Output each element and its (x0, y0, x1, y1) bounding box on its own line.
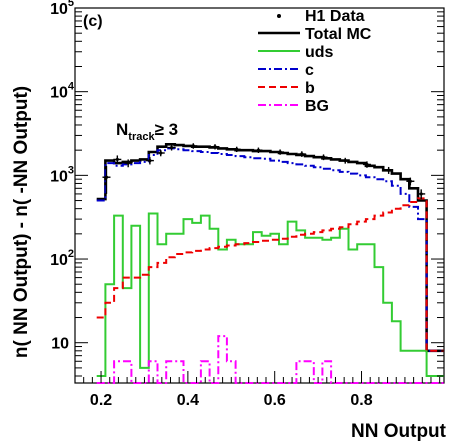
legend-entry: uds (258, 44, 334, 61)
series-bg (96, 335, 444, 384)
data-point (362, 161, 371, 168)
data-point (276, 149, 285, 155)
data-point (189, 143, 198, 149)
legend-entry: b (258, 80, 315, 97)
legend-entry: c (258, 62, 314, 79)
track-annotation: Ntrack≥ 3 (116, 120, 178, 143)
track-annotation-rel: ≥ 3 (155, 120, 179, 139)
legend-entry: BG (258, 98, 329, 115)
legend-label: b (305, 80, 315, 97)
legend-point-marker (277, 14, 281, 18)
y-tick-label: 10 (51, 336, 69, 353)
panel-label: (c) (83, 13, 103, 30)
x-tick-label: 0.6 (264, 392, 286, 409)
x-tick-label: 0.8 (350, 392, 372, 409)
legend-entry: H1 Data (277, 8, 365, 25)
data-point (102, 165, 111, 194)
legend-entry: Total MC (258, 26, 372, 43)
data-point (145, 157, 154, 165)
y-axis-title: n( NN Output) - n( -NN Output) (11, 86, 32, 358)
data-point (319, 154, 328, 161)
x-axis-title: NN Output (351, 421, 447, 442)
data-point (232, 146, 241, 153)
y-tick-label: 104 (50, 81, 75, 102)
y-tick-label: 105 (50, 0, 74, 18)
data-point (156, 149, 165, 157)
track-annotation-main: N (116, 120, 128, 139)
legend-label: uds (305, 44, 334, 61)
plot-frame (74, 7, 445, 384)
series-b (96, 197, 444, 352)
data-point (417, 189, 426, 200)
track-annotation-sub: track (128, 131, 155, 143)
data-point (254, 147, 263, 153)
legend-label: BG (305, 98, 329, 115)
legend-label: Total MC (305, 26, 372, 43)
y-tick-label: 103 (50, 164, 74, 185)
data-point (341, 157, 350, 164)
y-tick-label: 102 (50, 248, 74, 269)
series-c (96, 147, 444, 352)
data-point (167, 144, 176, 151)
legend-label: c (305, 62, 314, 79)
legend-label: H1 Data (305, 8, 365, 25)
series-layer (96, 143, 444, 384)
axes-layer: 0.2 0.4 0.6 0.8 10 102 103 104 105 (50, 0, 444, 409)
x-tick-label: 0.2 (90, 392, 112, 409)
data-point (124, 159, 133, 168)
data-point (406, 177, 415, 186)
data-point (297, 151, 306, 157)
data-point (384, 166, 393, 174)
data-points-layer (102, 143, 426, 200)
data-point (211, 144, 220, 150)
series-total-mc (96, 143, 444, 353)
x-tick-label: 0.4 (177, 392, 199, 409)
plot-border (74, 7, 445, 384)
series-uds (96, 212, 444, 377)
data-point (113, 155, 122, 164)
